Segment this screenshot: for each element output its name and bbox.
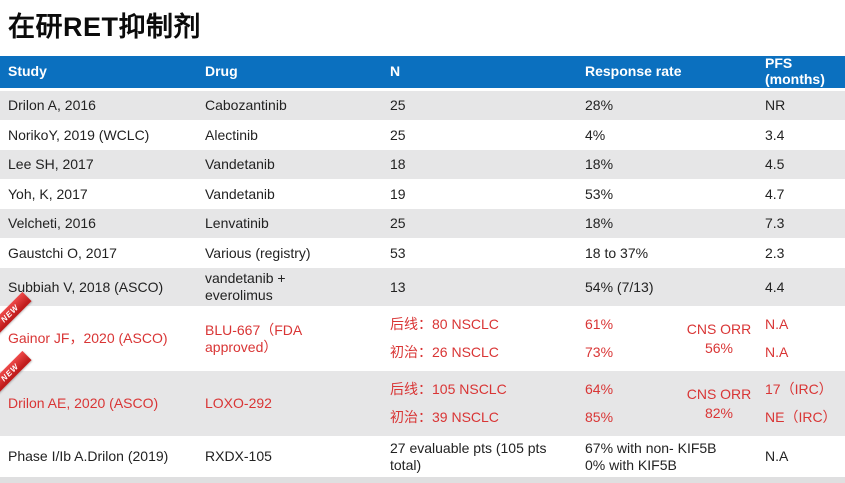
header-study: Study xyxy=(8,63,47,80)
response-subline: 85% xyxy=(585,408,614,425)
response-values: 64% 85% xyxy=(585,371,673,436)
cell-pfs: 4.7 xyxy=(765,185,785,202)
n-subline: 后线：80 NSCLC xyxy=(390,316,499,333)
cell-response: 54% (7/13) xyxy=(585,278,654,295)
response-subline: 61% xyxy=(585,316,614,333)
cell-study: NorikoY, 2019 (WCLC) xyxy=(8,126,150,143)
cell-study: Velcheti, 2016 xyxy=(8,215,96,232)
cell-drug: Alectinib xyxy=(205,126,258,143)
page-title: 在研RET抑制剂 xyxy=(8,12,201,42)
table-header-row: Study Drug N Response rate PFS (months) xyxy=(0,55,845,88)
pfs-subline: NE（IRC） xyxy=(765,408,837,425)
table-row: Drilon A, 2016 Cabozantinib 25 28% NR xyxy=(0,91,845,120)
response-subline: 67% with non- KIF5B xyxy=(585,439,717,456)
cell-pfs: 3.4 xyxy=(765,126,785,143)
cell-response: 64% 85% CNS ORR 82% xyxy=(585,371,765,436)
cell-study: Gaustchi O, 2017 xyxy=(8,244,117,261)
cell-drug: RXDX-105 xyxy=(205,448,272,465)
header-divider xyxy=(0,88,845,91)
cell-pfs: NR xyxy=(765,97,786,114)
table-row: Lee SH, 2017 Vandetanib 18 18% 4.5 xyxy=(0,150,845,179)
cell-response: 53% xyxy=(585,185,614,202)
table-row: Gaustchi O, 2017 Various (registry) 53 1… xyxy=(0,238,845,268)
cell-drug: BLU-667（FDA approved） xyxy=(205,306,390,371)
cell-study: Drilon A, 2016 xyxy=(8,97,96,114)
cell-study: Phase I/Ib A.Drilon (2019) xyxy=(8,448,169,465)
cell-drug: Vandetanib xyxy=(205,156,275,173)
drug-line: approved） xyxy=(205,338,278,355)
drug-line: BLU-667（FDA xyxy=(205,321,303,338)
response-subline: 0% with KIF5B xyxy=(585,456,677,473)
cell-pfs: N.A N.A xyxy=(765,306,845,371)
table-row-highlighted: Drilon AE, 2020 (ASCO) LOXO-292 后线：105 N… xyxy=(0,371,845,436)
cell-response: 4% xyxy=(585,126,606,143)
response-subline: 64% xyxy=(585,381,614,398)
pfs-subline: N.A xyxy=(765,343,789,360)
table-row: Subbiah V, 2018 (ASCO) vandetanib + ever… xyxy=(0,268,845,306)
cell-response: 67% with non- KIF5B 0% with KIF5B xyxy=(585,436,765,477)
cell-response: 61% 73% CNS ORR 56% xyxy=(585,306,765,371)
response-values: 61% 73% xyxy=(585,306,673,371)
response-subline: 73% xyxy=(585,343,614,360)
cell-n: 53 xyxy=(390,244,406,261)
cell-pfs: 4.4 xyxy=(765,278,785,295)
table-row: Phase I/Ib A.Drilon (2019) RXDX-105 27 e… xyxy=(0,436,845,477)
cell-pfs: N.A xyxy=(765,448,789,465)
cell-pfs: 4.5 xyxy=(765,156,785,173)
cell-study: Subbiah V, 2018 (ASCO) xyxy=(8,278,164,295)
cell-drug: Lenvatinib xyxy=(205,215,269,232)
cell-n: 25 xyxy=(390,215,406,232)
cell-drug: LOXO-292 xyxy=(205,395,272,412)
cell-n: 后线：105 NSCLC 初治：39 NSCLC xyxy=(390,371,585,436)
cell-drug: Vandetanib xyxy=(205,185,275,202)
cns-orr-note: CNS ORR 82% xyxy=(686,386,752,421)
drug-line: vandetanib + xyxy=(205,270,286,287)
header-pfs: PFS (months) xyxy=(765,55,825,87)
drug-line: everolimus xyxy=(205,287,273,303)
table-row-highlighted: Gainor JF，2020 (ASCO) BLU-667（FDA approv… xyxy=(0,306,845,371)
ret-inhibitors-table: Study Drug N Response rate PFS (months) … xyxy=(0,55,845,483)
cell-response: 18% xyxy=(585,156,614,173)
n-subline: 初治：26 NSCLC xyxy=(390,343,499,360)
cell-response: 18% xyxy=(585,215,614,232)
cell-response: 18 to 37% xyxy=(585,244,649,261)
n-subline: 后线：105 NSCLC xyxy=(390,381,507,398)
cell-n: 19 xyxy=(390,185,406,202)
cell-study: Drilon AE, 2020 (ASCO) xyxy=(8,395,159,412)
cell-drug: vandetanib + everolimus xyxy=(205,268,390,306)
cell-drug: Various (registry) xyxy=(205,244,311,261)
n-subline: 初治：39 NSCLC xyxy=(390,408,499,425)
cell-pfs: 17（IRC） NE（IRC） xyxy=(765,371,845,436)
cell-study: Gainor JF，2020 (ASCO) xyxy=(8,330,168,347)
cell-study: Lee SH, 2017 xyxy=(8,156,94,173)
pfs-subline: 17（IRC） xyxy=(765,381,833,398)
cell-response: 28% xyxy=(585,97,614,114)
cell-n: 13 xyxy=(390,278,406,295)
table-row: Velcheti, 2016 Lenvatinib 25 18% 7.3 xyxy=(0,209,845,238)
cns-orr-note: CNS ORR 56% xyxy=(686,321,752,356)
cell-n: 25 xyxy=(390,126,406,143)
table-row: Yoh, K, 2017 Vandetanib 19 53% 4.7 xyxy=(0,179,845,209)
bottom-strip xyxy=(0,477,845,483)
table-row: NorikoY, 2019 (WCLC) Alectinib 25 4% 3.4 xyxy=(0,120,845,150)
cell-drug: Cabozantinib xyxy=(205,97,287,114)
cell-n: 后线：80 NSCLC 初治：26 NSCLC xyxy=(390,306,585,371)
cell-n: 25 xyxy=(390,97,406,114)
header-drug: Drug xyxy=(205,63,238,80)
pfs-subline: N.A xyxy=(765,316,789,333)
cell-n: 18 xyxy=(390,156,406,173)
cell-pfs: 2.3 xyxy=(765,244,785,261)
cell-n: 27 evaluable pts (105 pts total) xyxy=(390,439,547,473)
header-n: N xyxy=(390,63,401,80)
header-response-rate: Response rate xyxy=(585,63,682,80)
cell-study: Yoh, K, 2017 xyxy=(8,185,88,202)
cell-pfs: 7.3 xyxy=(765,215,785,232)
